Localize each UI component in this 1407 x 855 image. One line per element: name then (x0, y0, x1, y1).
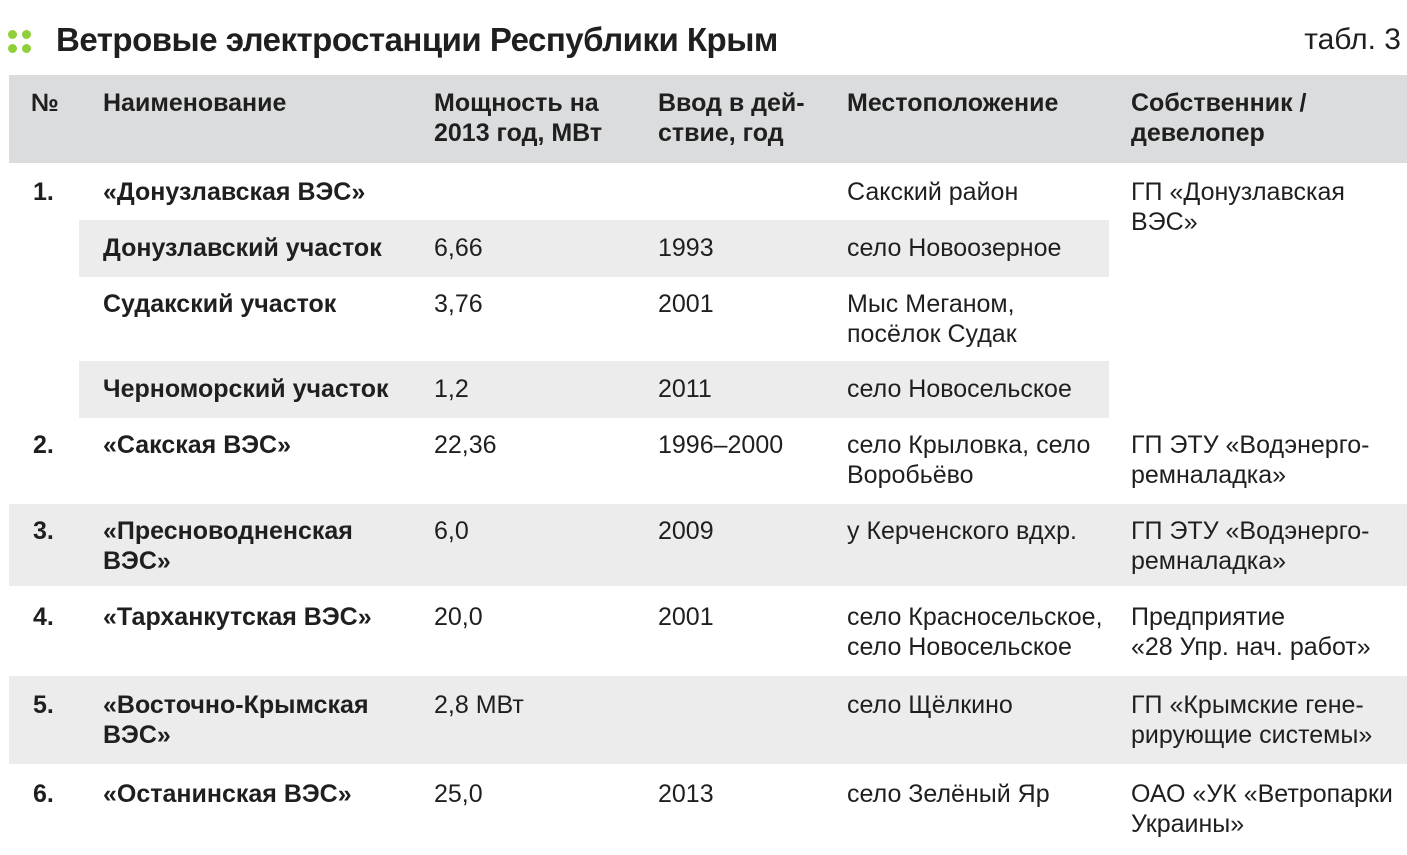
row-year: 2001 (658, 290, 714, 318)
header-year: Ввод в дей-ствие, год (658, 89, 805, 147)
row-location: село Щёлкино (847, 691, 1013, 719)
header-owner: Собственник / девелопер (1131, 89, 1307, 147)
row-name: «Останинская ВЭС» (103, 780, 352, 808)
row-band (79, 361, 1109, 418)
row-power: 22,36 (434, 431, 497, 459)
row-band (79, 220, 1109, 277)
row-year: 2011 (658, 375, 712, 403)
row-location: Мыс Меганом, посёлок Судак (847, 290, 1017, 348)
row-year: 2013 (658, 780, 714, 808)
row-name: Черноморский участок (103, 375, 389, 403)
row-owner: ГП ЭТУ «Водэнерго-ремналадка» (1131, 517, 1370, 575)
row-power: 3,76 (434, 290, 483, 318)
row-owner: ГП ЭТУ «Водэнерго-ремналадка» (1131, 431, 1370, 489)
header-location: Местоположение (847, 89, 1059, 117)
row-num: 5. (33, 691, 54, 719)
row-year: 1996–2000 (658, 431, 784, 459)
row-owner: ГП «Донузлавская ВЭС» (1131, 178, 1345, 236)
row-location: село Крыловка, село Воробьёво (847, 431, 1091, 489)
row-location: село Зелёный Яр (847, 780, 1050, 808)
row-power: 1,2 (434, 375, 469, 403)
row-name: «Тарханкутская ВЭС» (103, 603, 372, 631)
title-bullet-icon (8, 30, 34, 56)
row-year: 2001 (658, 603, 714, 631)
row-name: Судакский участок (103, 290, 337, 318)
row-power: 6,0 (434, 517, 469, 545)
row-band (9, 504, 1407, 586)
row-name: «Пресноводненская ВЭС» (103, 517, 353, 575)
row-location: село Красносельское, село Новосельское (847, 603, 1103, 661)
row-num: 2. (33, 431, 54, 459)
wind-farms-table: № Наименование Мощность на 2013 год, МВт … (9, 75, 1407, 855)
header-power: Мощность на 2013 год, МВт (434, 89, 603, 147)
table-title: Ветровые электростанции Республики Крым (56, 21, 778, 58)
table-header (9, 75, 1407, 163)
row-location: село Новоозерное (847, 234, 1062, 262)
row-name: «Восточно-Крымская ВЭС» (103, 691, 369, 749)
row-power: 2,8 МВт (434, 691, 524, 719)
header-num: № (31, 89, 59, 117)
row-power: 20,0 (434, 603, 483, 631)
table-number: табл. 3 (1304, 23, 1401, 56)
row-power: 25,0 (434, 780, 483, 808)
row-location: Сакский район (847, 178, 1019, 206)
row-num: 6. (33, 780, 54, 808)
row-owner: ГП «Крымские гене-рирующие системы» (1131, 691, 1373, 749)
header-name: Наименование (103, 89, 287, 117)
row-num: 3. (33, 517, 54, 545)
row-name: «Сакская ВЭС» (103, 431, 292, 459)
row-num: 4. (33, 603, 54, 631)
row-year: 2009 (658, 517, 714, 545)
row-num: 1. (33, 178, 54, 206)
row-owner: ОАО «УК «Ветропарки Украины» (1131, 780, 1393, 838)
row-location: село Новосельское (847, 375, 1072, 403)
row-owner: Предприятие «28 Упр. нач. работ» (1131, 603, 1371, 661)
row-name: Донузлавский участок (103, 234, 382, 262)
row-band (9, 676, 1407, 764)
row-location: у Керченского вдхр. (847, 517, 1077, 545)
row-power: 6,66 (434, 234, 483, 262)
row-year: 1993 (658, 234, 714, 262)
row-name: «Донузлавская ВЭС» (103, 178, 366, 206)
